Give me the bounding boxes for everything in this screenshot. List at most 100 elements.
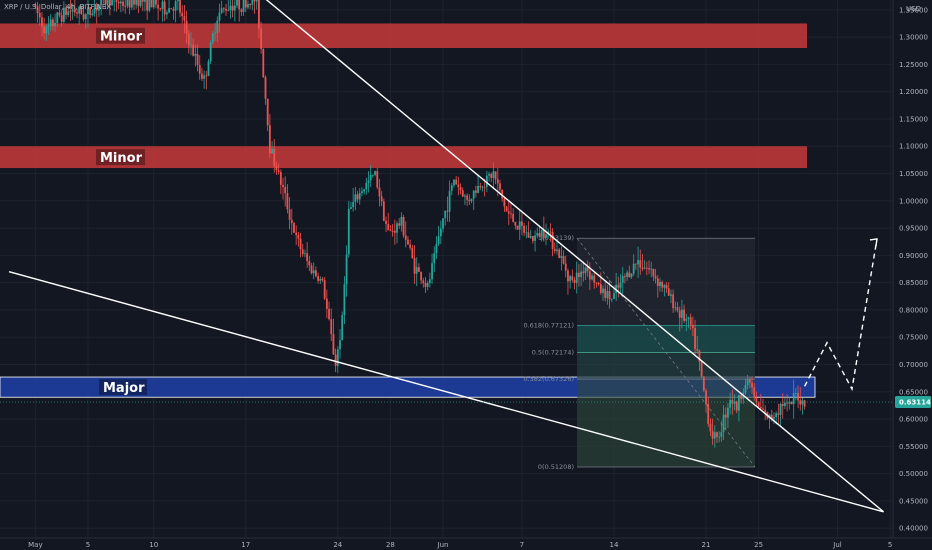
- minor-zone[interactable]: [0, 146, 807, 169]
- candle-body: [507, 211, 510, 214]
- candle-body: [297, 234, 300, 239]
- price-axis[interactable]: 1.35000 1.30000 1.25000 1.20000 1.15000 1.100…: [899, 6, 928, 532]
- candle-body: [290, 219, 293, 224]
- time-tick-label: 7: [520, 541, 524, 549]
- candle-body: [229, 5, 232, 11]
- descending-trendline[interactable]: [265, 0, 884, 513]
- candle-body: [264, 77, 267, 99]
- candle-body: [128, 0, 131, 8]
- candle-body: [604, 288, 607, 298]
- candle-body: [382, 201, 385, 221]
- candle-body: [100, 0, 103, 5]
- candle-body: [707, 404, 710, 424]
- candle-body: [343, 284, 346, 316]
- candle-body: [119, 1, 122, 4]
- candle-body: [797, 392, 799, 401]
- candle-body: [694, 327, 696, 350]
- candle-body: [716, 432, 718, 438]
- candle-body: [155, 0, 157, 5]
- candle-body: [648, 268, 650, 270]
- candle-body: [457, 184, 460, 188]
- candle-body: [49, 19, 52, 26]
- projection-path[interactable]: [804, 238, 878, 392]
- candle-body: [450, 185, 453, 191]
- candle-body: [781, 403, 784, 407]
- candle-body: [152, 0, 155, 8]
- candle-body: [304, 253, 306, 255]
- candle-body: [56, 12, 59, 24]
- candle-body: [735, 401, 738, 411]
- candle-body: [779, 403, 782, 415]
- candle-body: [639, 260, 642, 268]
- candle-body: [606, 291, 609, 298]
- price-tick-label: 1.30000: [899, 34, 928, 42]
- price-scale-background[interactable]: [893, 0, 932, 538]
- candle-body: [453, 179, 455, 186]
- price-tick-label: 0.45000: [899, 497, 928, 505]
- lower-trendline[interactable]: [8, 271, 884, 513]
- candle-body: [621, 276, 624, 283]
- candle-body: [323, 280, 326, 299]
- candle-body: [514, 221, 517, 226]
- candle-body: [477, 186, 479, 193]
- candle-body: [58, 12, 61, 16]
- candle-body: [225, 9, 227, 11]
- candle-body: [310, 265, 313, 274]
- price-tick-label: 0.95000: [899, 225, 928, 233]
- candle-body: [654, 276, 657, 279]
- candle-body: [137, 0, 140, 6]
- candle-body: [670, 294, 672, 296]
- time-scale-background[interactable]: [0, 538, 932, 550]
- time-tick-label: 28: [386, 541, 395, 549]
- candle-body: [187, 33, 190, 46]
- candle-body: [674, 307, 677, 309]
- candle-body: [369, 175, 372, 181]
- candle-body: [468, 199, 471, 202]
- candle-body: [786, 402, 789, 404]
- time-axis[interactable]: May 5 10 17 24 28 Jun 7 14 21 25 Jul 5: [28, 541, 892, 549]
- candle-body: [591, 275, 593, 280]
- candle-body: [400, 216, 403, 226]
- candle-body: [536, 233, 539, 236]
- candle-body: [415, 267, 418, 274]
- candle-body: [689, 317, 692, 325]
- candle-body: [236, 0, 238, 6]
- candle-body: [740, 394, 742, 399]
- candle-body: [501, 189, 504, 199]
- candle-body: [773, 416, 775, 419]
- candle-body: [641, 267, 644, 269]
- candle-body: [788, 401, 791, 404]
- candle-body: [496, 179, 499, 184]
- minor-zone[interactable]: [0, 23, 807, 49]
- candle-body: [571, 276, 574, 280]
- candle-body: [365, 182, 368, 190]
- candle-body: [753, 387, 756, 398]
- candle-body: [65, 7, 67, 15]
- candle-body: [560, 256, 563, 258]
- candle-body: [130, 0, 133, 8]
- candle-body: [319, 278, 322, 281]
- fib-band-500: [577, 352, 755, 380]
- symbol-title: XRP / U.S. Dollar, 4h, BITFINEX: [4, 3, 111, 11]
- time-tick-label: Jun: [437, 541, 449, 549]
- candle-body: [516, 225, 519, 230]
- candle-body: [192, 44, 195, 56]
- current-price-tag: 0.63114: [0, 396, 931, 409]
- candle-body: [174, 1, 177, 11]
- fib-level-label: 0.382(0.67326): [523, 375, 574, 383]
- candle-body: [124, 5, 127, 7]
- candle-body: [111, 0, 113, 6]
- candle-body: [683, 309, 686, 321]
- candle-body: [43, 26, 46, 34]
- candle-body: [661, 281, 664, 288]
- candle-body: [339, 340, 341, 350]
- candle-body: [659, 281, 661, 286]
- candle-body: [76, 12, 78, 14]
- trendlines[interactable]: [8, 0, 884, 513]
- candle-body: [573, 279, 576, 283]
- candle-body: [626, 272, 629, 277]
- fib-band-618: [577, 325, 755, 353]
- price-tick-label: 1.25000: [899, 61, 928, 69]
- candle-body: [521, 221, 523, 226]
